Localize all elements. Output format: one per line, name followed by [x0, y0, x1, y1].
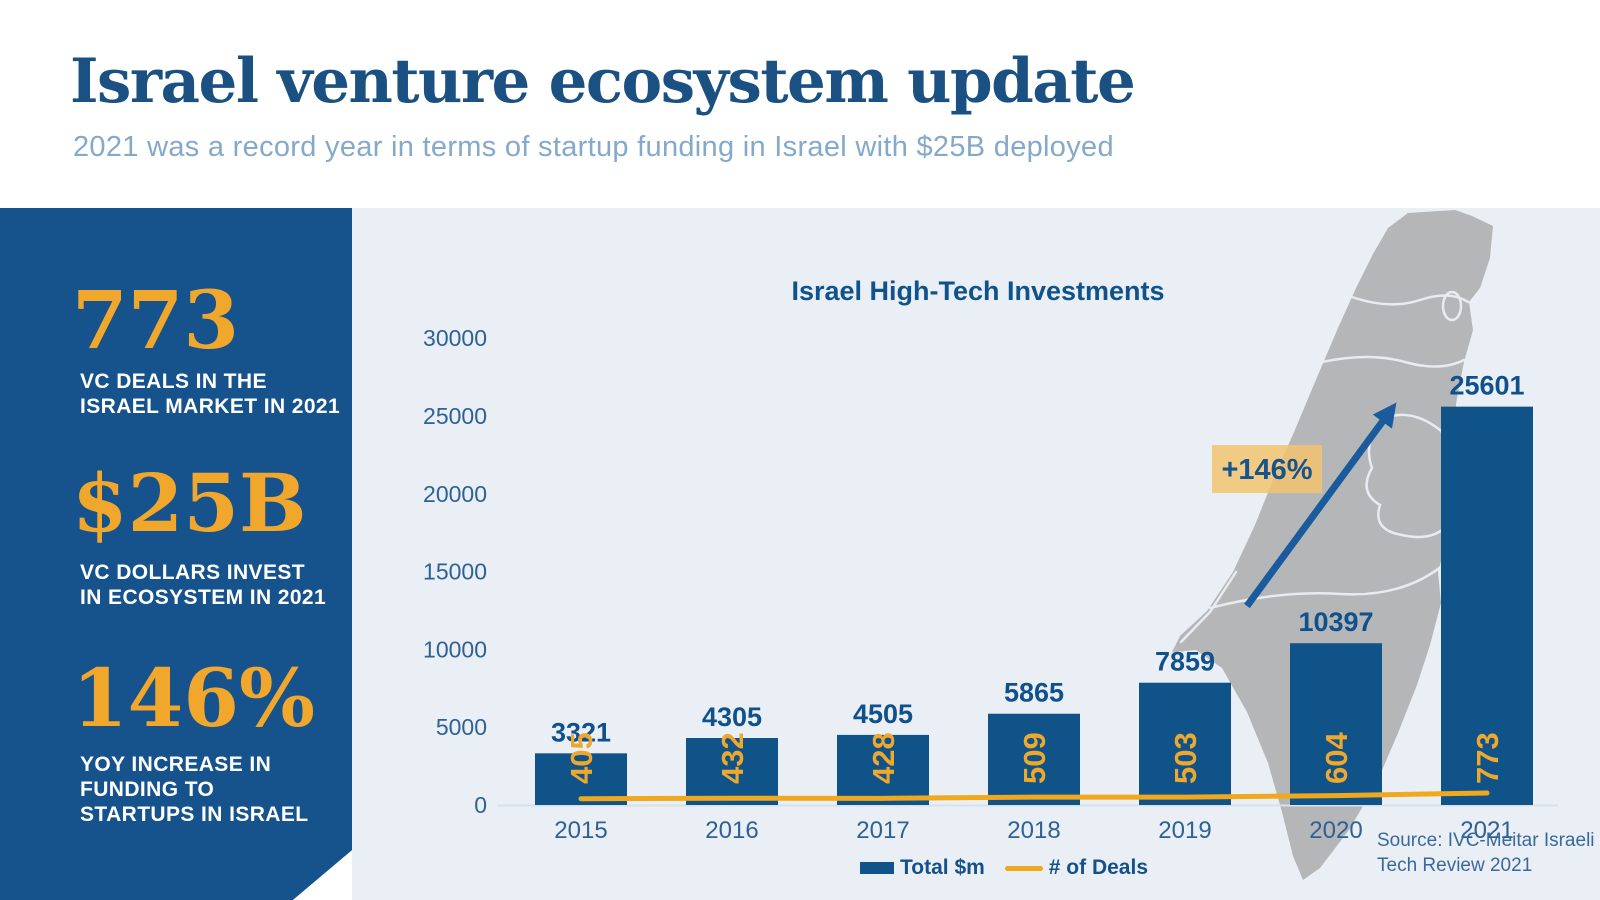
stat-label-line: VC DOLLARS INVEST — [80, 561, 305, 584]
stat-label-yoy: YOY INCREASE IN FUNDING TO STARTUPS IN I… — [80, 753, 309, 827]
deal-count-label: 432 — [715, 732, 750, 784]
growth-arrow — [1244, 402, 1397, 609]
stat-label-line: STARTUPS IN ISRAEL — [80, 802, 309, 826]
legend: Total $m # of Deals — [860, 856, 1148, 880]
y-tick-label: 15000 — [423, 559, 487, 585]
x-axis-label: 2016 — [705, 817, 758, 844]
page-title: Israel venture ecosystem update — [70, 46, 1136, 117]
y-tick-label: 0 — [474, 792, 487, 818]
bars — [535, 406, 1533, 805]
deal-labels: 405 432 428 509 503 604 773 — [564, 732, 1505, 784]
deal-count-label: 428 — [866, 732, 901, 784]
legend-label-deals: # of Deals — [1048, 856, 1149, 879]
stat-label-line: IN ECOSYSTEM IN 2021 — [80, 585, 327, 609]
legend-label-total: Total $m — [900, 856, 985, 879]
bar-value-label: 25601 — [1449, 371, 1524, 401]
stat-value-yoy: 146% — [72, 651, 316, 745]
bar-value-label: 7859 — [1155, 647, 1215, 677]
bar-swatch-icon — [860, 862, 894, 874]
legend-item-total: Total $m — [860, 856, 985, 880]
bar-value-label: 5865 — [1004, 678, 1064, 708]
page-subtitle: 2021 was a record year in terms of start… — [73, 131, 1114, 163]
deals-line — [578, 790, 1490, 802]
source-line: Source: IVC-Meitar Israeli — [1377, 830, 1595, 851]
israel-map-graphic — [1172, 210, 1493, 880]
line-swatch-icon — [1004, 865, 1043, 871]
x-axis-label: 2020 — [1309, 817, 1362, 844]
bar-2018 — [988, 713, 1080, 805]
stat-label-deals: VC DEALS IN THE ISRAEL MARKET IN 2021 — [80, 370, 340, 420]
growth-badge — [1212, 445, 1322, 493]
chart-svg: Israel High-Tech Investments 0 5000 10000 1… — [423, 210, 1558, 880]
source-credit: Source: IVC-Meitar Israeli Tech Review 2… — [1377, 828, 1595, 878]
stat-value-dollars: $25B — [72, 456, 307, 550]
y-tick-label: 25000 — [423, 403, 487, 429]
x-labels: 2015 2016 2017 2018 2019 2020 2021 — [554, 817, 1513, 844]
x-axis-label: 2017 — [856, 817, 909, 844]
source-line: Tech Review 2021 — [1377, 855, 1533, 877]
sidebar: 773 VC DEALS IN THE ISRAEL MARKET IN 202… — [0, 208, 352, 900]
legend-item-deals: # of Deals — [1004, 856, 1149, 880]
bar-2016 — [686, 738, 778, 805]
deal-count-label: 773 — [1470, 732, 1505, 784]
x-axis-label: 2021 — [1460, 817, 1513, 844]
bar-value-label: 3321 — [551, 717, 611, 747]
y-tick-label: 5000 — [436, 714, 487, 740]
stat-label-line: YOY INCREASE IN — [80, 753, 272, 776]
y-tick-label: 10000 — [423, 636, 487, 662]
stat-label-dollars: VC DOLLARS INVEST IN ECOSYSTEM IN 2021 — [80, 561, 326, 611]
stat-value-deals: 773 — [72, 273, 239, 367]
stat-label-line: ISRAEL MARKET IN 2021 — [80, 394, 341, 418]
header: Israel venture ecosystem update 2021 was… — [0, 0, 1600, 208]
x-axis-label: 2019 — [1158, 817, 1211, 844]
bar-2019 — [1139, 682, 1231, 805]
deal-count-label: 604 — [1319, 732, 1354, 784]
bar-value-label: 4305 — [702, 702, 762, 732]
growth-badge-label: +146% — [1221, 454, 1312, 486]
deal-count-label: 405 — [564, 732, 599, 784]
y-tick-label: 30000 — [423, 325, 487, 351]
chart-title: Israel High-Tech Investments — [791, 276, 1164, 306]
y-tick-label: 20000 — [423, 481, 487, 507]
stat-label-line: VC DEALS IN THE — [80, 370, 267, 393]
x-axis-label: 2015 — [554, 817, 607, 844]
x-axis-label: 2018 — [1007, 817, 1060, 844]
bar-2020 — [1290, 643, 1382, 805]
bar-2021 — [1441, 406, 1533, 805]
y-ticks: 0 5000 10000 15000 20000 25000 30000 — [423, 325, 487, 818]
deal-count-label: 503 — [1168, 732, 1203, 784]
bar-2017 — [837, 734, 929, 805]
bar-values: 3321 4305 4505 5865 7859 10397 25601 — [551, 371, 1525, 748]
stat-label-line: FUNDING TO — [80, 777, 215, 801]
deal-count-label: 509 — [1017, 732, 1052, 784]
bar-value-label: 10397 — [1298, 607, 1373, 637]
bar-value-label: 4505 — [853, 699, 913, 729]
